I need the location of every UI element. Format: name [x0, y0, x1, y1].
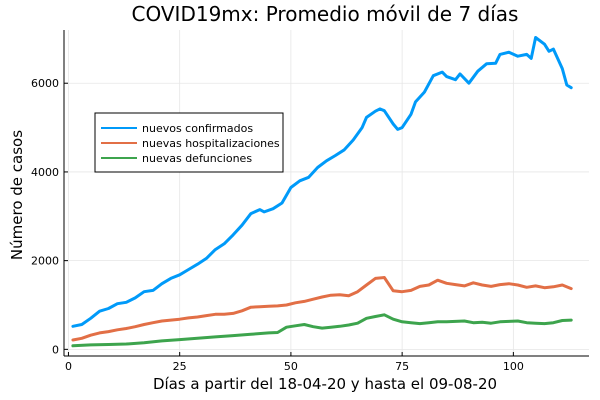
x-tick-label: 0	[65, 360, 72, 373]
grid-lines	[64, 30, 589, 356]
x-tick-label: 75	[395, 360, 409, 373]
y-tick-label: 6000	[31, 77, 59, 90]
series-line-nuevos-confirmados	[71, 36, 573, 328]
y-tick-label: 2000	[31, 255, 59, 268]
legend-label-nuevas-hospitalizaciones: nuevas hospitalizaciones	[142, 137, 280, 150]
series-line-nuevas-defunciones	[71, 313, 573, 348]
y-tick-label: 4000	[31, 166, 59, 179]
legend-label-nuevos-confirmados: nuevos confirmados	[142, 122, 253, 135]
series-lines	[71, 36, 573, 348]
x-tick-label: 100	[503, 360, 524, 373]
x-tick-label: 25	[173, 360, 187, 373]
chart-title: COVID19mx: Promedio móvil de 7 días	[132, 2, 519, 26]
legend-label-nuevas-defunciones: nuevas defunciones	[142, 152, 252, 165]
x-axis-label: Días a partir del 18-04-20 y hasta el 09…	[153, 375, 497, 393]
x-tick-label: 50	[284, 360, 298, 373]
legend-box	[94, 112, 284, 173]
tick-labels: 0 25 50 75 100 0 2000 4000 6000	[31, 77, 524, 373]
series-line-nuevas-hospitalizaciones	[71, 276, 573, 342]
y-tick-label: 0	[52, 343, 59, 356]
legend: nuevos confirmados nuevas hospitalizacio…	[94, 112, 284, 173]
axes	[63, 30, 589, 357]
y-axis-label: Número de casos	[8, 130, 26, 260]
